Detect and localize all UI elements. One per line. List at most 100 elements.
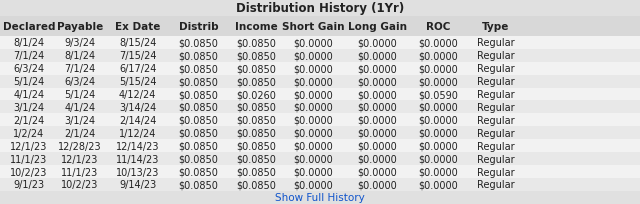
Text: $0.0850: $0.0850 [179, 51, 218, 61]
Text: $0.0000: $0.0000 [419, 128, 458, 138]
Text: Income: Income [235, 22, 277, 32]
Text: Regular: Regular [477, 51, 515, 61]
Text: Regular: Regular [477, 115, 515, 125]
Text: 6/3/24: 6/3/24 [13, 64, 44, 74]
Text: $0.0000: $0.0000 [358, 64, 397, 74]
Text: $0.0000: $0.0000 [358, 154, 397, 164]
Text: 3/14/24: 3/14/24 [119, 102, 156, 112]
Text: Show Full History: Show Full History [275, 193, 365, 202]
Text: $0.0000: $0.0000 [294, 38, 333, 48]
Text: 12/14/23: 12/14/23 [116, 141, 159, 151]
Text: $0.0000: $0.0000 [294, 141, 333, 151]
Text: $0.0000: $0.0000 [294, 102, 333, 112]
Text: $0.0850: $0.0850 [236, 51, 276, 61]
Text: 8/1/24: 8/1/24 [65, 51, 95, 61]
Text: $0.0000: $0.0000 [358, 77, 397, 87]
Text: $0.0850: $0.0850 [236, 102, 276, 112]
Text: 1/2/24: 1/2/24 [13, 128, 44, 138]
Text: $0.0000: $0.0000 [358, 180, 397, 190]
Text: 3/1/24: 3/1/24 [65, 115, 95, 125]
Bar [0, 75, 640, 88]
Bar [0, 17, 640, 37]
Text: $0.0000: $0.0000 [294, 90, 333, 100]
Text: $0.0850: $0.0850 [179, 154, 218, 164]
Text: $0.0000: $0.0000 [419, 180, 458, 190]
Text: 8/15/24: 8/15/24 [119, 38, 156, 48]
Text: Ex Date: Ex Date [115, 22, 160, 32]
Text: $0.0850: $0.0850 [179, 38, 218, 48]
Text: Regular: Regular [477, 102, 515, 112]
Text: 11/14/23: 11/14/23 [116, 154, 159, 164]
Text: $0.0000: $0.0000 [419, 154, 458, 164]
Text: 1/12/24: 1/12/24 [119, 128, 156, 138]
Bar [0, 114, 640, 127]
Text: Regular: Regular [477, 141, 515, 151]
Text: 6/17/24: 6/17/24 [119, 64, 156, 74]
Text: $0.0000: $0.0000 [419, 102, 458, 112]
Text: 12/28/23: 12/28/23 [58, 141, 102, 151]
Text: 3/1/24: 3/1/24 [13, 102, 44, 112]
Text: $0.0000: $0.0000 [294, 51, 333, 61]
Text: 2/14/24: 2/14/24 [119, 115, 156, 125]
Text: Regular: Regular [477, 77, 515, 87]
Bar [0, 101, 640, 114]
Text: 5/1/24: 5/1/24 [13, 77, 44, 87]
Text: $0.0000: $0.0000 [358, 167, 397, 177]
Text: 7/15/24: 7/15/24 [119, 51, 156, 61]
Text: $0.0000: $0.0000 [419, 167, 458, 177]
Text: $0.0000: $0.0000 [294, 64, 333, 74]
Bar [0, 62, 640, 75]
Text: Short Gain: Short Gain [282, 22, 345, 32]
Text: 10/2/23: 10/2/23 [61, 180, 99, 190]
Text: 9/14/23: 9/14/23 [119, 180, 156, 190]
Text: 2/1/24: 2/1/24 [65, 128, 95, 138]
Text: ROC: ROC [426, 22, 451, 32]
Text: $0.0850: $0.0850 [236, 141, 276, 151]
Text: 7/1/24: 7/1/24 [13, 51, 44, 61]
Text: 11/1/23: 11/1/23 [61, 167, 99, 177]
Text: Regular: Regular [477, 64, 515, 74]
Bar [0, 178, 640, 191]
Text: Regular: Regular [477, 38, 515, 48]
Text: 2/1/24: 2/1/24 [13, 115, 44, 125]
Text: Distrib: Distrib [179, 22, 218, 32]
Text: $0.0850: $0.0850 [179, 102, 218, 112]
Text: $0.0000: $0.0000 [358, 115, 397, 125]
Text: 6/3/24: 6/3/24 [65, 77, 95, 87]
Text: $0.0850: $0.0850 [179, 64, 218, 74]
Text: 4/1/24: 4/1/24 [65, 102, 95, 112]
Text: $0.0850: $0.0850 [179, 115, 218, 125]
Text: 5/15/24: 5/15/24 [119, 77, 156, 87]
Text: $0.0000: $0.0000 [358, 141, 397, 151]
Text: $0.0000: $0.0000 [419, 38, 458, 48]
Text: 5/1/24: 5/1/24 [65, 90, 95, 100]
Bar [0, 37, 640, 50]
Text: $0.0000: $0.0000 [419, 51, 458, 61]
Bar [0, 140, 640, 152]
Bar [0, 127, 640, 140]
Text: $0.0000: $0.0000 [294, 115, 333, 125]
Bar [0, 191, 640, 204]
Text: $0.0850: $0.0850 [236, 180, 276, 190]
Text: 8/1/24: 8/1/24 [13, 38, 44, 48]
Text: Regular: Regular [477, 167, 515, 177]
Text: Regular: Regular [477, 128, 515, 138]
Text: 12/1/23: 12/1/23 [61, 154, 99, 164]
Text: 9/3/24: 9/3/24 [65, 38, 95, 48]
Bar [0, 88, 640, 101]
Text: 10/2/23: 10/2/23 [10, 167, 47, 177]
Text: $0.0000: $0.0000 [294, 128, 333, 138]
Text: Long Gain: Long Gain [348, 22, 407, 32]
Text: 4/12/24: 4/12/24 [119, 90, 156, 100]
Text: $0.0000: $0.0000 [358, 51, 397, 61]
Text: Distribution History (1Yr): Distribution History (1Yr) [236, 2, 404, 15]
Text: 4/1/24: 4/1/24 [13, 90, 44, 100]
Text: $0.0850: $0.0850 [236, 128, 276, 138]
Text: 12/1/23: 12/1/23 [10, 141, 47, 151]
Text: $0.0000: $0.0000 [419, 115, 458, 125]
Text: $0.0260: $0.0260 [236, 90, 276, 100]
Text: $0.0850: $0.0850 [179, 141, 218, 151]
Text: $0.0850: $0.0850 [236, 38, 276, 48]
Text: 11/1/23: 11/1/23 [10, 154, 47, 164]
Text: $0.0000: $0.0000 [419, 141, 458, 151]
